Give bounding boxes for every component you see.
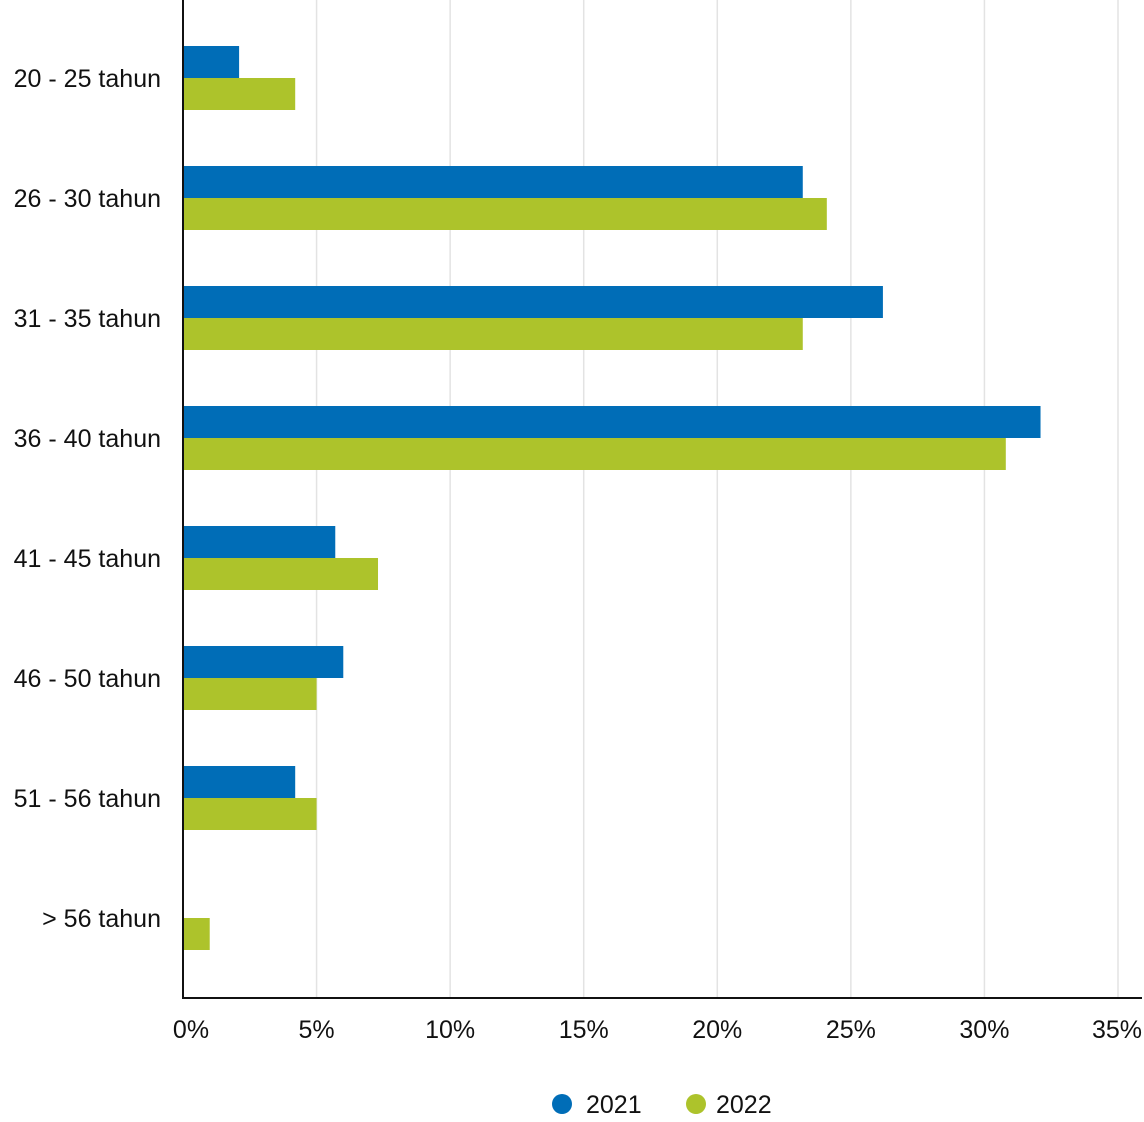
category-label: 41 - 45 tahun (14, 545, 161, 573)
bar-2021 (183, 766, 296, 798)
category-label: 36 - 40 tahun (14, 425, 161, 453)
bar-2021 (183, 46, 240, 78)
category-label: 31 - 35 tahun (14, 305, 161, 333)
category-label: 46 - 50 tahun (14, 665, 161, 693)
bar-2021 (183, 526, 336, 558)
gridlines (315, 0, 1119, 998)
category-label: 26 - 30 tahun (14, 185, 161, 213)
category-label: 51 - 56 tahun (14, 785, 161, 813)
x-tick-label: 0% (173, 1016, 209, 1044)
bar-2022 (183, 918, 210, 950)
legend: 2021 2022 (552, 1091, 772, 1119)
x-tick-label: 20% (692, 1016, 742, 1044)
legend-label: 2021 (586, 1091, 642, 1119)
bar-2022 (183, 78, 296, 110)
bar-2022 (183, 798, 317, 830)
bar-2022 (183, 318, 803, 350)
bar-2022 (183, 558, 379, 590)
x-tick-labels: 0% 5% 10% 15% 20% 25% 30% 35% (173, 1016, 1142, 1044)
legend-marker (552, 1094, 572, 1114)
x-tick-label: 10% (425, 1016, 475, 1044)
legend-label: 2022 (716, 1091, 772, 1119)
bar-2021 (183, 166, 803, 198)
x-tick-label: 35% (1092, 1016, 1142, 1044)
bar-2021 (183, 406, 1041, 438)
bar-2022 (183, 678, 317, 710)
category-label: > 56 tahun (42, 905, 161, 933)
category-label: 20 - 25 tahun (14, 65, 161, 93)
bar-2022 (183, 198, 827, 230)
axes (182, 0, 1142, 999)
bar-2021 (183, 646, 344, 678)
x-tick-label: 5% (299, 1016, 335, 1044)
bars (183, 46, 1041, 950)
category-labels: 20 - 25 tahun 26 - 30 tahun 31 - 35 tahun 3… (14, 65, 161, 933)
x-tick-label: 30% (959, 1016, 1009, 1044)
bar-2021 (183, 286, 883, 318)
bar-2022 (183, 438, 1006, 470)
x-tick-label: 15% (559, 1016, 609, 1044)
legend-marker (686, 1094, 706, 1114)
x-tick-label: 25% (826, 1016, 876, 1044)
